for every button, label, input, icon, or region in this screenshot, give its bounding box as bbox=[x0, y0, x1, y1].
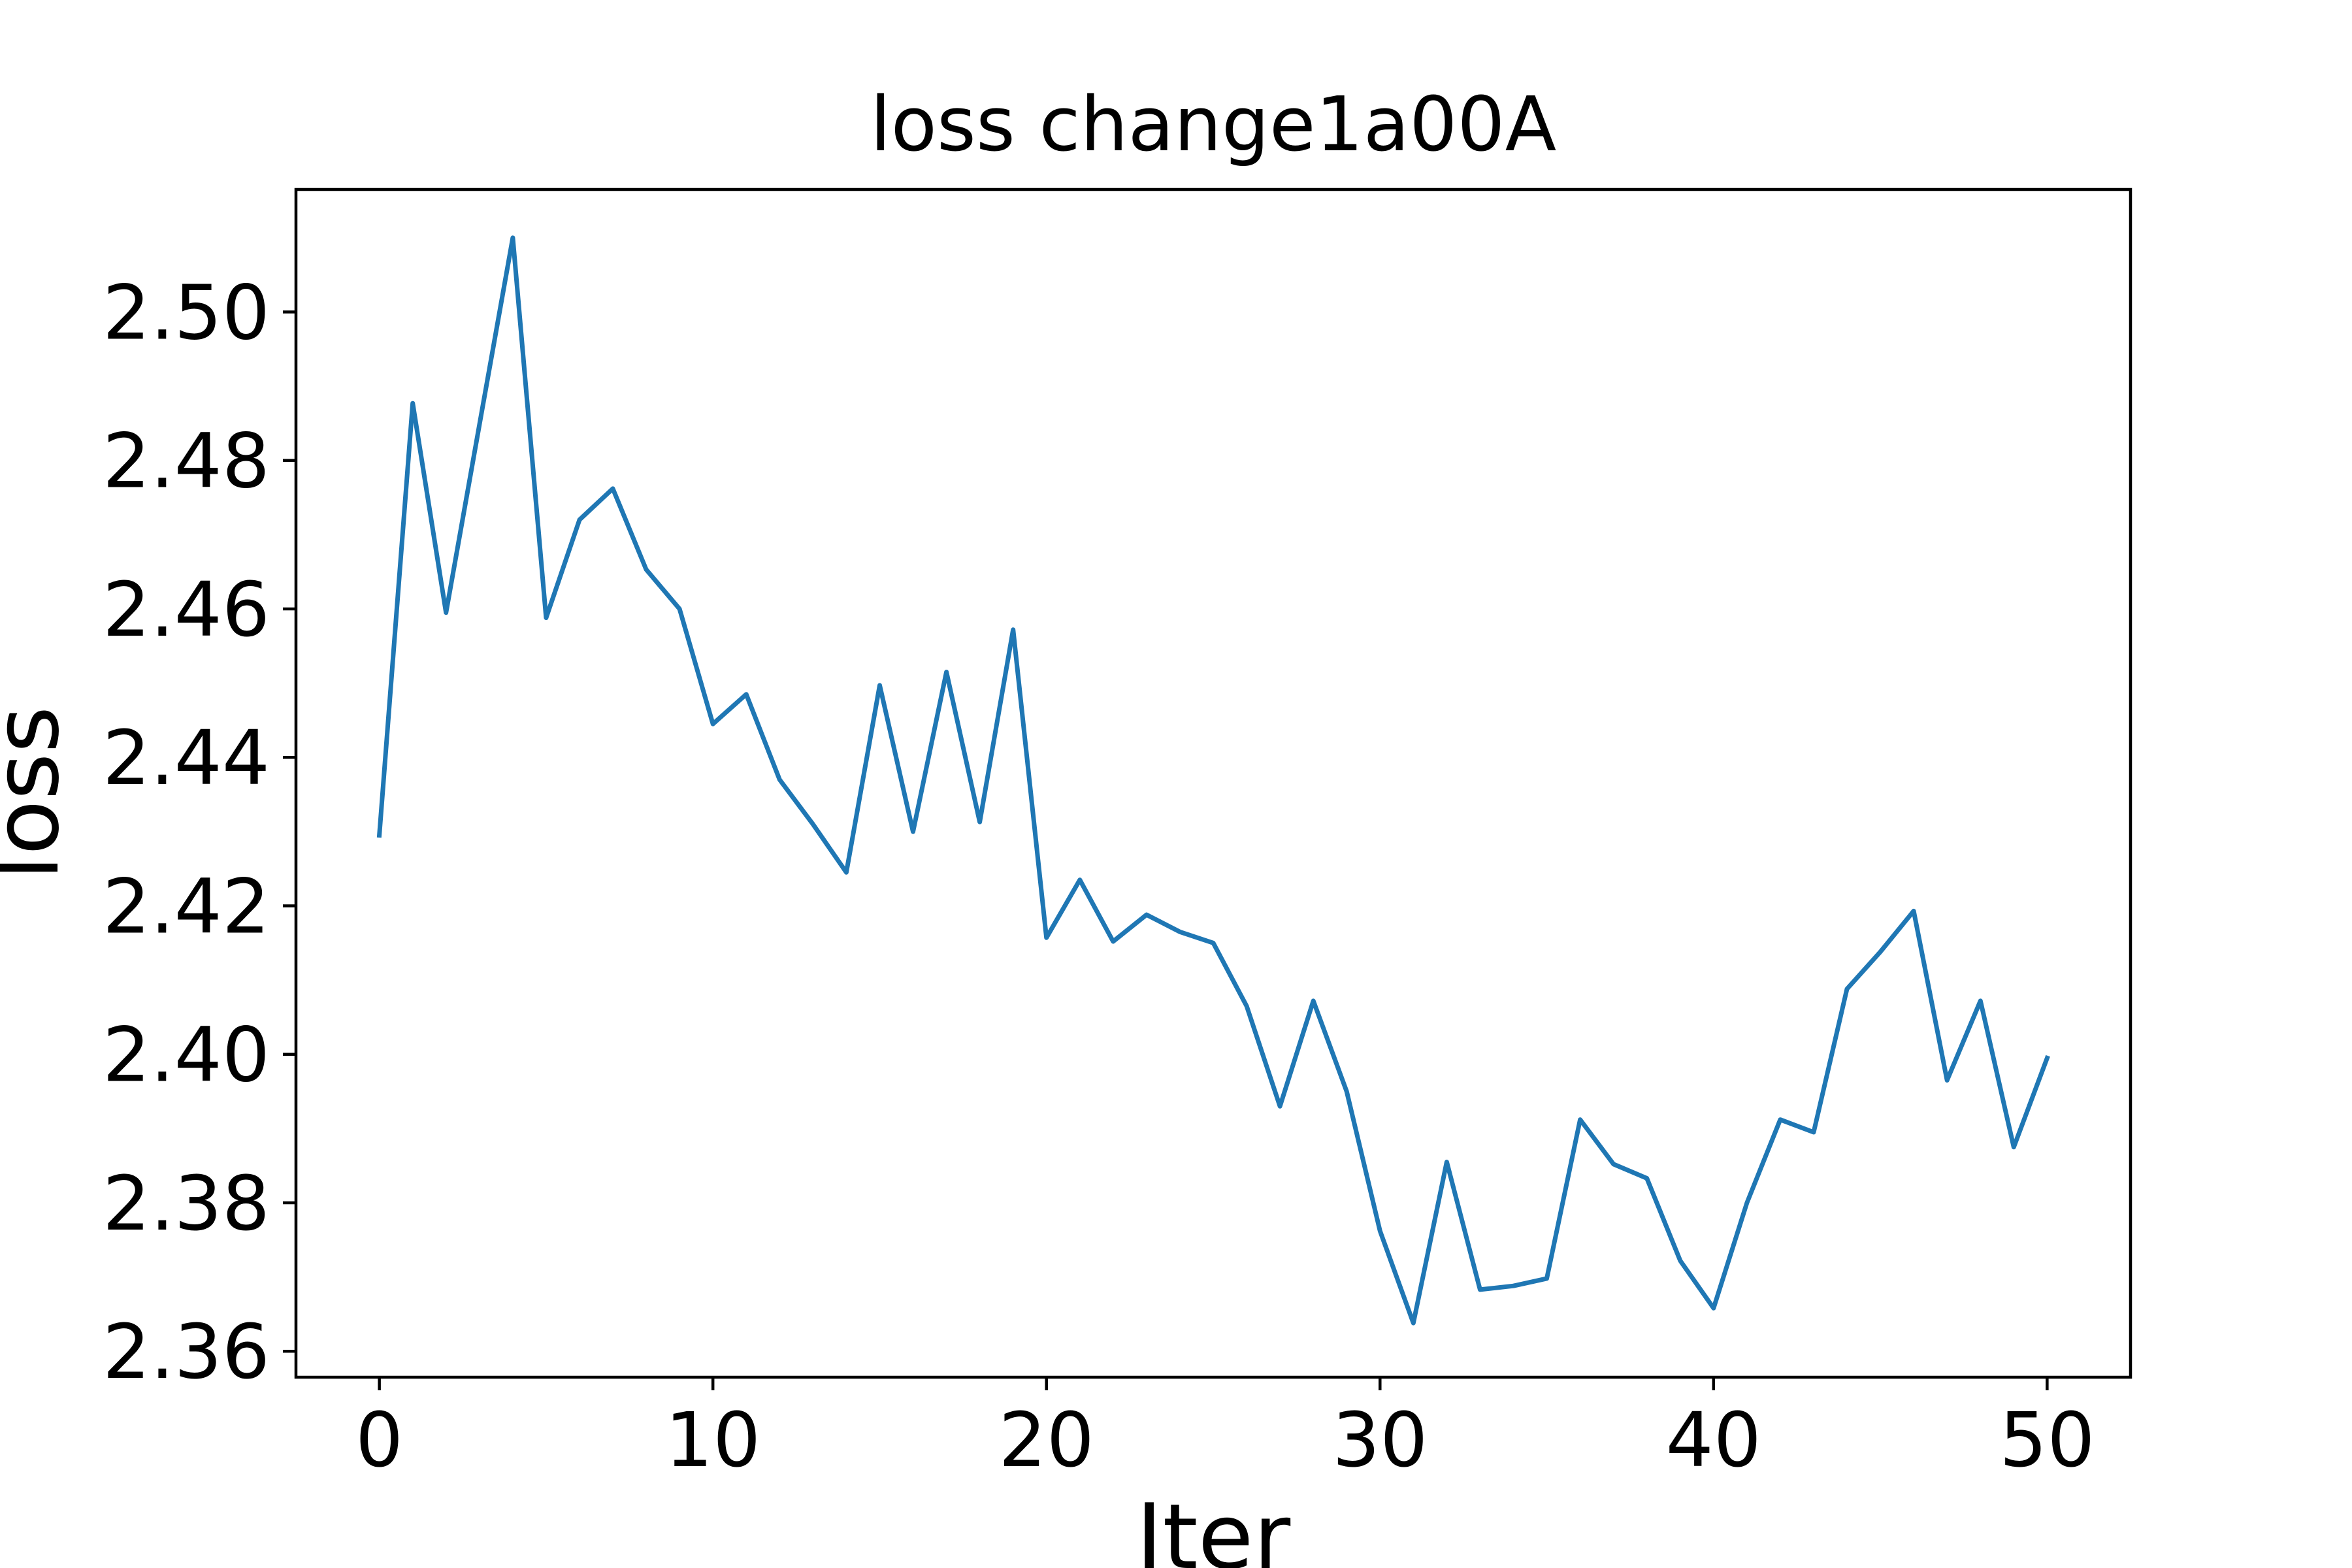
y-axis-label: loss bbox=[0, 706, 79, 881]
y-tick-label-4: 2.44 bbox=[103, 715, 270, 802]
plot-frame bbox=[294, 188, 2132, 1379]
y-tick-label-7: 2.50 bbox=[103, 269, 270, 357]
x-tick-label-0: 0 bbox=[355, 1397, 403, 1484]
y-tick-label-5: 2.46 bbox=[103, 566, 270, 654]
x-tick-label-3: 30 bbox=[1332, 1397, 1428, 1484]
x-tick-label-5: 50 bbox=[1999, 1397, 2095, 1484]
y-tick-label-1: 2.38 bbox=[103, 1160, 270, 1248]
x-tick-label-2: 20 bbox=[999, 1397, 1094, 1484]
y-tick-label-6: 2.48 bbox=[103, 418, 270, 506]
x-tick-label-1: 10 bbox=[665, 1397, 760, 1484]
y-tick-label-3: 2.42 bbox=[103, 863, 270, 951]
x-tick-label-4: 40 bbox=[1666, 1397, 1761, 1484]
series-line-0 bbox=[376, 235, 2050, 1326]
y-tick-label-0: 2.36 bbox=[103, 1309, 270, 1396]
chart-title: loss change1a00A bbox=[870, 81, 1557, 169]
y-tick-label-2: 2.40 bbox=[103, 1012, 270, 1100]
plot-area: 0 10 20 30 40 50 2.36 2.38 2.40 2.42 2.44 2.46 2.48 2… bbox=[103, 188, 2132, 1484]
x-axis-label: Iter bbox=[1136, 1484, 1291, 1568]
